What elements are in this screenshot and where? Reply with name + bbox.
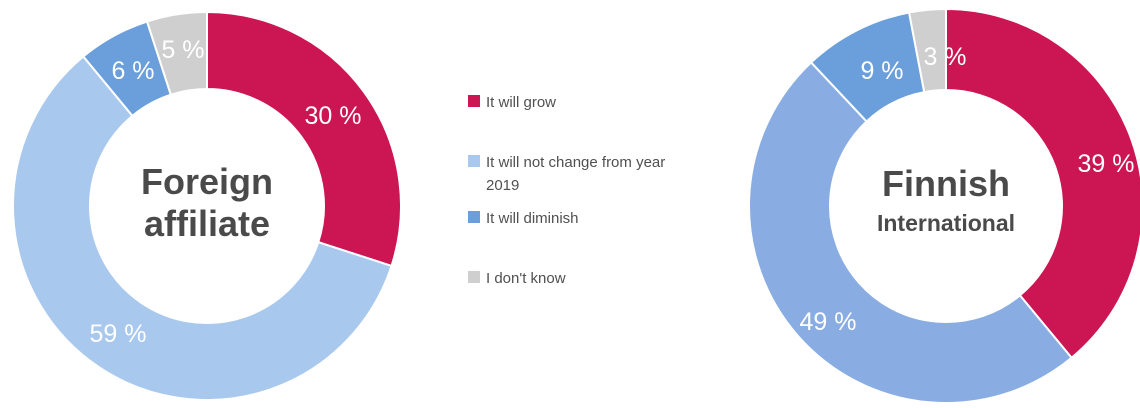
legend-swatch-diminish xyxy=(468,211,480,223)
legend-swatch-grow xyxy=(468,95,480,107)
legend-label-no-change-line2: 2019 xyxy=(486,177,519,194)
donut-slice-no-change xyxy=(748,60,1073,404)
data-label-diminish: 6 % xyxy=(111,57,154,85)
donut-center-title-line1: Finnish xyxy=(882,163,1010,204)
data-label-dont-know: 5 % xyxy=(161,36,204,64)
legend-swatch-dont-know xyxy=(468,271,480,283)
data-label-diminish: 9 % xyxy=(860,57,903,85)
donut-slice-dont-know xyxy=(145,10,208,96)
data-label-no-change: 59 % xyxy=(90,320,147,348)
donut-slice-dont-know xyxy=(907,7,947,94)
donut-slice-no-change xyxy=(12,55,393,401)
donut-slice-grow xyxy=(945,7,1140,360)
legend: It will grow It will not change from yea… xyxy=(468,94,665,287)
donut-chart-foreign-affiliate: 30 % 59 % 6 %5 % Foreign affiliate xyxy=(12,10,402,401)
legend-label-dont-know: I don't know xyxy=(486,270,566,287)
donut-chart-finnish-international: 39 % 49 % 9 % 3 % Finnish International xyxy=(748,7,1140,404)
data-label-no-change: 49 % xyxy=(800,308,857,336)
legend-label-diminish: It will diminish xyxy=(486,210,579,227)
data-label-grow: 39 % xyxy=(1078,150,1135,178)
legend-label-grow: It will grow xyxy=(486,94,556,111)
legend-swatch-no-change xyxy=(468,155,480,167)
data-label-dont-know: 3 % xyxy=(923,43,966,71)
donut-slice-grow xyxy=(206,10,402,268)
donut-center-title-line2: affiliate xyxy=(144,203,270,244)
data-label-grow: 30 % xyxy=(305,102,362,130)
donut-center-title-line1: Foreign xyxy=(141,161,273,202)
legend-label-no-change-line1: It will not change from year xyxy=(486,154,665,171)
donut-center-title-line2: International xyxy=(877,210,1015,236)
